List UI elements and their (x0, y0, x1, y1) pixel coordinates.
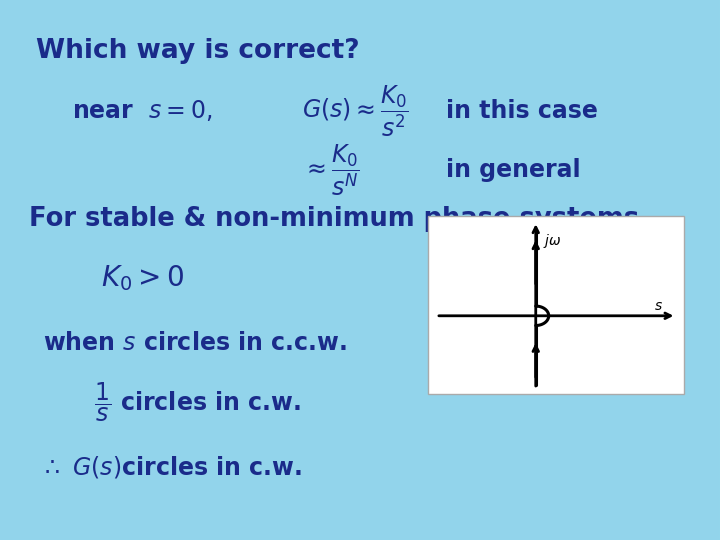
Text: near  $s=0,$: near $s=0,$ (72, 98, 212, 123)
Text: $\dfrac{1}{s}$ circles in c.w.: $\dfrac{1}{s}$ circles in c.w. (94, 381, 300, 424)
Text: $j\omega$: $j\omega$ (543, 232, 562, 250)
Text: when $s$ circles in c.c.w.: when $s$ circles in c.c.w. (43, 331, 347, 355)
Text: $G(s)\approx\dfrac{K_0}{s^2}$: $G(s)\approx\dfrac{K_0}{s^2}$ (302, 83, 409, 139)
Text: $K_0 > 0$: $K_0 > 0$ (101, 263, 184, 293)
Text: $\therefore$ $G(s)$circles in c.w.: $\therefore$ $G(s)$circles in c.w. (40, 454, 302, 480)
Text: Which way is correct?: Which way is correct? (36, 38, 359, 64)
Text: in this case: in this case (446, 99, 598, 123)
Text: $s$: $s$ (654, 299, 663, 313)
Text: $\approx\dfrac{K_0}{s^N}$: $\approx\dfrac{K_0}{s^N}$ (302, 142, 360, 198)
Text: For stable & non-minimum phase systems,: For stable & non-minimum phase systems, (29, 206, 649, 232)
Text: in general: in general (446, 158, 581, 182)
Bar (428, 216, 684, 394)
